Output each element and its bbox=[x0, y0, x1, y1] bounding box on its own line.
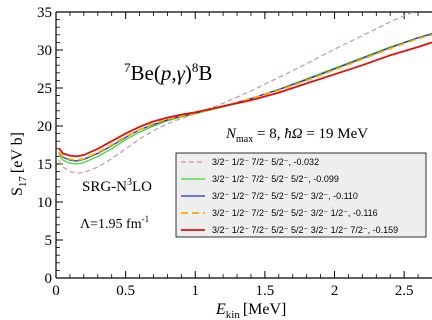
reaction-comma: , bbox=[171, 61, 176, 85]
series-group bbox=[58, 12, 432, 174]
y-label-s: S bbox=[9, 187, 26, 196]
reaction-sup1: 7 bbox=[124, 60, 131, 75]
reaction-p: p bbox=[159, 61, 172, 85]
y-tick-label: 35 bbox=[37, 5, 52, 21]
y-label-sub: 17 bbox=[17, 176, 29, 188]
y-tick-label: 30 bbox=[37, 43, 52, 59]
params-n-sub: max bbox=[236, 134, 253, 145]
legend-label: 3/2⁻ 1/2⁻ 7/2⁻ 5/2⁻ 5/2⁻ 3/2⁻ 1/2⁻, -0.1… bbox=[212, 208, 378, 218]
legend-label: 3/2⁻ 1/2⁻ 7/2⁻ 5/2⁻, -0.032 bbox=[212, 157, 319, 167]
y-axis-label: S17 [eV b] bbox=[9, 132, 29, 196]
reaction-b: B bbox=[198, 61, 212, 85]
lambda-sup: -1 bbox=[142, 214, 150, 224]
reaction-be: Be( bbox=[131, 61, 161, 85]
lambda-annotation: Λ=1.95 fm-1 bbox=[80, 214, 149, 232]
method-pre: SRG-N bbox=[82, 179, 127, 195]
series-line-5 bbox=[58, 41, 432, 158]
y-tick-label: 5 bbox=[45, 233, 53, 249]
params-annotation: Nmax = 8, ħΩ = 19 MeV bbox=[225, 126, 368, 145]
y-tick-label: 15 bbox=[37, 157, 52, 173]
reaction-sup2: 8 bbox=[192, 60, 199, 75]
params-rest: = 8, bbox=[253, 126, 284, 142]
method-annotation: SRG-N3LO bbox=[82, 177, 152, 195]
legend-label: 3/2⁻ 1/2⁻ 7/2⁻ 5/2⁻ 5/2⁻ 3/2⁻ 1/2⁻ 7/2⁻,… bbox=[212, 225, 398, 235]
params-n: N bbox=[225, 126, 237, 142]
series-line-1 bbox=[58, 12, 415, 174]
method-sup: 3 bbox=[127, 177, 132, 188]
reaction-annotation: 7Be(p,γ)8B bbox=[124, 60, 212, 85]
reaction-close: ) bbox=[185, 61, 192, 85]
x-label-unit: [MeV] bbox=[243, 301, 287, 318]
legend-box bbox=[175, 152, 427, 238]
x-tick-label: 2.5 bbox=[395, 283, 414, 299]
x-label-e: E bbox=[215, 301, 226, 318]
legend-label: 3/2⁻ 1/2⁻ 7/2⁻ 5/2⁻ 5/2⁻, -0.099 bbox=[212, 174, 339, 184]
y-tick-label: 0 bbox=[45, 271, 53, 287]
y-tick-label: 10 bbox=[37, 195, 52, 211]
x-tick-label: 2 bbox=[331, 283, 339, 299]
y-tick-label: 20 bbox=[37, 119, 52, 135]
legend-label: 3/2⁻ 1/2⁻ 7/2⁻ 5/2⁻ 5/2⁻ 3/2⁻, -0.110 bbox=[212, 191, 358, 201]
series-line-2 bbox=[58, 32, 432, 165]
y-tick-label: 25 bbox=[37, 81, 52, 97]
y-label-unit: [eV b] bbox=[9, 132, 26, 173]
ticks: 0 0.5 1 1.5 2 2.5 0 5 10 15 20 25 30 35 bbox=[37, 5, 419, 299]
x-tick-label: 0.5 bbox=[116, 283, 135, 299]
method-post: LO bbox=[132, 179, 152, 195]
x-tick-label: 1.5 bbox=[256, 283, 275, 299]
legend: 3/2⁻ 1/2⁻ 7/2⁻ 5/2⁻, -0.032 3/2⁻ 1/2⁻ 7/2… bbox=[175, 152, 427, 238]
lambda-pre: Λ=1.95 fm bbox=[80, 217, 142, 232]
series-line-4 bbox=[58, 33, 432, 162]
params-hbar: ħΩ bbox=[284, 126, 303, 142]
x-tick-label: 1 bbox=[192, 283, 200, 299]
x-axis-label: Ekin [MeV] bbox=[215, 301, 286, 320]
params-tail: = 19 MeV bbox=[303, 126, 369, 142]
x-label-sub: kin bbox=[226, 309, 241, 320]
x-tick-label: 0 bbox=[52, 283, 60, 299]
reaction-gamma: γ bbox=[177, 61, 186, 85]
